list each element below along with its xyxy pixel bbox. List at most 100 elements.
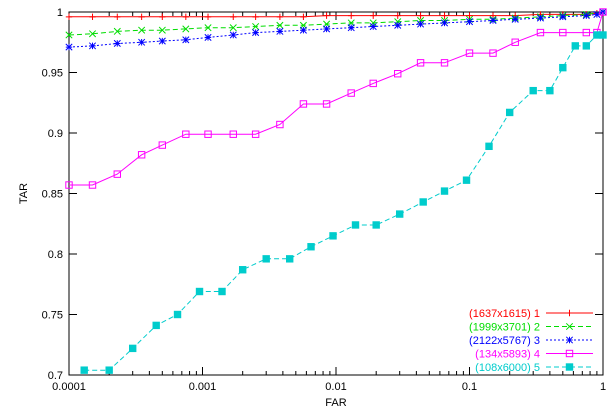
plus-marker — [65, 13, 73, 21]
plus-marker — [159, 13, 166, 21]
star-marker — [138, 38, 146, 46]
open-square-marker — [251, 130, 260, 138]
star-marker — [593, 10, 601, 18]
open-square-marker — [559, 28, 567, 37]
star-marker — [182, 36, 190, 44]
plus-marker — [394, 12, 401, 19]
open-square-marker — [204, 130, 212, 138]
legend-label: (1637x1615) 1 — [469, 308, 540, 320]
plus-marker — [230, 13, 237, 21]
filled-square-marker — [593, 31, 601, 39]
filled-square-marker — [529, 86, 537, 95]
series-2 — [65, 8, 607, 39]
star-marker — [559, 13, 567, 21]
plus-marker — [348, 12, 355, 19]
filled-square-marker — [559, 63, 567, 72]
legend-entry: (1637x1615) 1 — [469, 308, 593, 320]
filled-square-marker — [485, 142, 493, 151]
y-tick-label: 0.8 — [48, 249, 63, 261]
series-3 — [65, 8, 607, 51]
x-tick-label: 0.1 — [462, 381, 477, 393]
open-square-marker — [88, 181, 97, 189]
cross-marker — [229, 24, 237, 32]
filled-square-marker — [307, 243, 315, 251]
open-square-marker — [137, 151, 146, 159]
filled-square-marker — [565, 363, 574, 371]
cross-marker — [113, 27, 121, 35]
filled-square-marker — [599, 31, 607, 39]
star-marker — [88, 42, 97, 50]
filled-square-marker — [128, 344, 137, 353]
y-tick-label: 0.9 — [48, 128, 63, 140]
cross-marker — [276, 21, 284, 29]
filled-square-marker — [80, 366, 88, 374]
x-axis-label: FAR — [325, 397, 346, 409]
filled-square-marker — [419, 198, 427, 206]
star-marker — [536, 14, 545, 22]
star-marker — [440, 19, 449, 27]
open-square-marker — [582, 28, 591, 37]
y-tick-label: 1 — [57, 7, 63, 19]
open-square-marker — [113, 170, 121, 178]
cross-marker — [182, 25, 190, 33]
legend-entry: (1999x3701) 2 — [469, 322, 593, 334]
star-marker — [276, 27, 284, 35]
open-square-marker — [276, 120, 284, 129]
filled-square-marker — [152, 321, 160, 330]
legend-entry: (108x6000) 5 — [475, 362, 593, 374]
y-tick-label: 0.75 — [42, 310, 63, 322]
open-square-marker — [465, 49, 474, 57]
cross-marker — [88, 30, 97, 38]
x-tick-label: 0.0001 — [52, 381, 86, 393]
plus-marker — [323, 12, 330, 19]
series-4 — [65, 8, 607, 189]
plus-marker — [417, 12, 424, 19]
y-tick-label: 0.85 — [42, 189, 63, 201]
open-square-marker — [489, 49, 497, 57]
open-square-marker — [394, 70, 402, 78]
y-tick-label: 0.7 — [48, 370, 63, 382]
filled-square-marker — [351, 221, 360, 229]
star-marker — [299, 26, 307, 34]
filled-square-marker — [462, 176, 471, 184]
open-square-marker — [511, 38, 519, 46]
x-tick-label: 0.01 — [325, 381, 346, 393]
open-square-marker — [599, 8, 607, 16]
open-square-marker — [416, 59, 425, 67]
cross-marker — [565, 322, 574, 331]
legend-entry: (134x5893) 4 — [475, 349, 593, 361]
filled-square-marker — [218, 287, 226, 296]
star-marker — [489, 16, 497, 25]
open-square-marker — [565, 349, 574, 358]
cross-marker — [65, 31, 73, 39]
star-marker — [582, 12, 590, 20]
x-tick-label: 1 — [600, 381, 606, 393]
open-square-marker — [182, 130, 190, 138]
legend-label: (108x6000) 5 — [475, 362, 540, 374]
open-square-marker — [229, 130, 237, 138]
plus-marker — [566, 309, 573, 317]
cross-marker — [252, 22, 260, 31]
filled-square-marker — [173, 310, 182, 319]
star-marker — [417, 20, 425, 28]
star-marker — [323, 25, 331, 33]
star-marker — [347, 24, 355, 32]
open-square-marker — [322, 100, 331, 108]
plus-marker — [370, 12, 377, 19]
x-axis: 0.0001 0.001 0.01 0.1 1 — [52, 12, 606, 393]
open-square-marker — [347, 89, 355, 97]
cross-marker — [158, 26, 166, 34]
legend-label: (2122x5767) 3 — [469, 335, 540, 347]
open-square-marker — [536, 28, 545, 37]
open-square-marker — [440, 59, 449, 67]
filled-square-marker — [505, 108, 514, 117]
filled-square-marker — [440, 187, 449, 195]
plus-marker — [276, 13, 284, 21]
filled-square-marker — [329, 232, 337, 240]
open-square-marker — [299, 100, 308, 108]
star-marker — [565, 336, 574, 344]
star-marker — [65, 43, 73, 51]
legend-label: (1999x3701) 2 — [469, 322, 540, 334]
